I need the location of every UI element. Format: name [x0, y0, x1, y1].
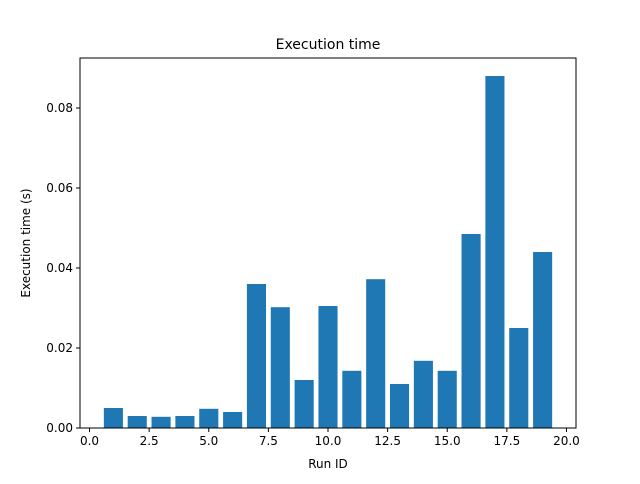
x-tick-label: 0.0 — [80, 434, 99, 448]
bar-run-15 — [437, 370, 457, 428]
x-tick-label: 20.0 — [553, 434, 580, 448]
bar-run-10 — [318, 306, 338, 428]
y-axis-label: Execution time (s) — [19, 188, 33, 297]
y-tick-label: 0.04 — [46, 261, 73, 275]
x-tick-label: 17.5 — [493, 434, 520, 448]
chart-title: Execution time — [276, 37, 381, 53]
x-axis-ticks: 0.0 2.5 5.0 7.5 10.0 12.5 15.0 17.5 20.0 — [80, 428, 580, 448]
bar-run-8 — [270, 307, 290, 428]
bar-run-3 — [151, 416, 171, 428]
bar-run-18 — [509, 328, 529, 428]
bar-series — [103, 76, 553, 428]
bar-run-19 — [533, 252, 553, 428]
x-tick-label: 7.5 — [259, 434, 278, 448]
bar-run-12 — [366, 279, 386, 428]
bar-run-14 — [413, 360, 433, 428]
y-tick-label: 0.08 — [46, 101, 73, 115]
bar-run-5 — [199, 408, 219, 428]
bar-run-16 — [461, 234, 481, 428]
y-tick-label: 0.02 — [46, 341, 73, 355]
x-tick-label: 2.5 — [140, 434, 159, 448]
x-tick-label: 5.0 — [199, 434, 218, 448]
y-tick-label: 0.06 — [46, 181, 73, 195]
bar-run-17 — [485, 76, 505, 428]
bar-run-7 — [246, 284, 266, 428]
bar-run-4 — [175, 416, 195, 428]
x-tick-label: 15.0 — [434, 434, 461, 448]
y-axis-ticks: 0.00 0.02 0.04 0.06 0.08 — [46, 101, 80, 435]
bar-run-1 — [103, 408, 123, 428]
bar-run-6 — [223, 412, 243, 428]
x-axis-label: Run ID — [308, 457, 348, 471]
plot-frame — [79, 57, 577, 429]
bar-run-2 — [127, 416, 147, 428]
x-tick-label: 12.5 — [374, 434, 401, 448]
bar-run-11 — [342, 370, 362, 428]
x-tick-label: 10.0 — [315, 434, 342, 448]
bar-run-13 — [390, 384, 410, 428]
y-tick-label: 0.00 — [46, 421, 73, 435]
bar-run-9 — [294, 380, 314, 428]
